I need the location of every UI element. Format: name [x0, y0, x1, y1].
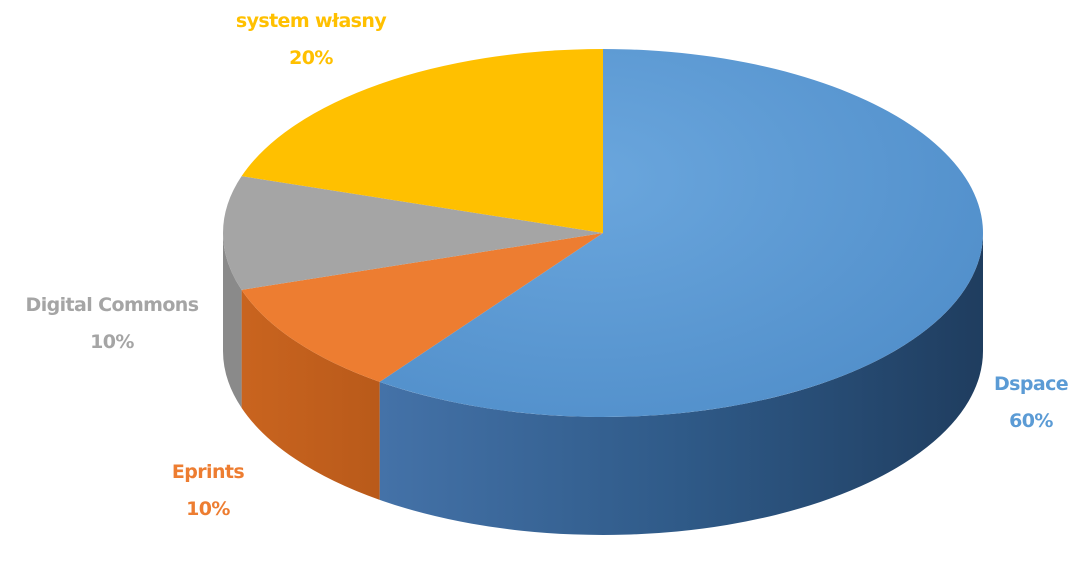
value-label-dspace: 60% — [1009, 410, 1053, 432]
slice-digital-commons[interactable] — [222, 176, 603, 290]
slice-eprints[interactable] — [241, 233, 604, 382]
slice-dspace[interactable] — [379, 49, 983, 417]
slice-side-dspace — [379, 233, 983, 536]
label-dspace: Dspace — [994, 373, 1068, 395]
value-label-eprints: 10% — [186, 498, 230, 520]
labels-group: Dspace 60% Eprints 10% Digital Commons 10% sys… — [26, 10, 1069, 520]
label-digital-commons: Digital Commons — [26, 294, 199, 316]
label-eprints: Eprints — [172, 461, 244, 483]
slice-side-digital-commons — [223, 233, 242, 408]
slice-side-eprints — [241, 289, 380, 500]
slice-system-wlasny[interactable] — [241, 49, 604, 233]
slices-group — [222, 49, 983, 536]
label-system-wlasny: system własny — [236, 10, 387, 32]
value-label-system-wlasny: 20% — [289, 47, 333, 69]
value-label-digital-commons: 10% — [90, 331, 134, 353]
